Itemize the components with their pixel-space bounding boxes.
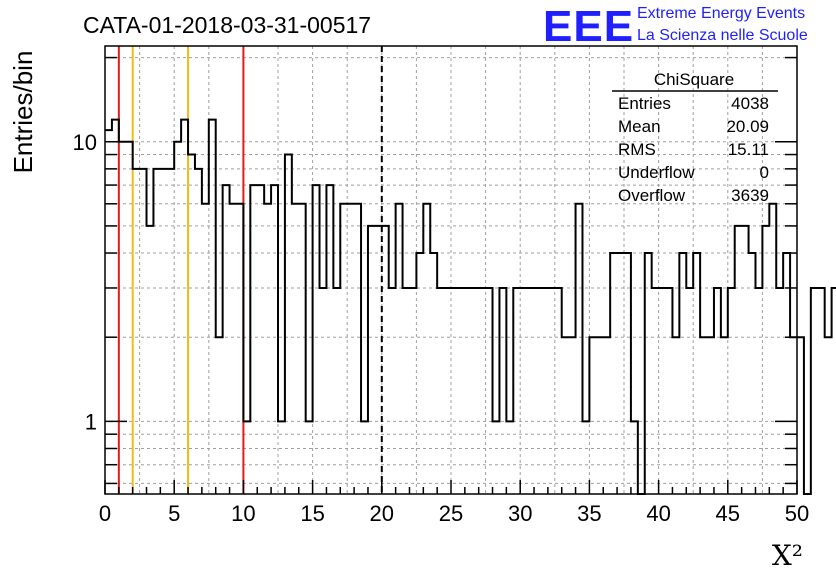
stats-row-label: Overflow — [618, 186, 686, 205]
logo-mark: EEE — [543, 2, 634, 51]
logo-line-1: Extreme Energy Events — [637, 5, 805, 22]
stats-title: ChiSquare — [654, 70, 734, 89]
x-tick-label: 0 — [99, 501, 111, 526]
stats-box: ChiSquare Entries 4038 Mean 20.09 RMS 15.11 Un… — [612, 70, 778, 205]
y-axis-label: Entries/bin — [8, 51, 38, 174]
stats-row-label: Mean — [618, 117, 661, 136]
y-tick-label: 10 — [73, 130, 97, 155]
eee-logo: EEE Extreme Energy Events La Scienza nel… — [543, 2, 808, 51]
stats-row-value: 4038 — [731, 94, 769, 113]
stats-row-value: 20.09 — [726, 117, 769, 136]
axis-ticks: 0 5 10 15 20 25 30 35 40 45 50 1 10 — [73, 56, 809, 526]
x-tick-label: 5 — [168, 501, 180, 526]
stats-row-value: 3639 — [731, 186, 769, 205]
x-tick-label: 15 — [300, 501, 324, 526]
chart-title: CATA-01-2018-03-31-00517 — [83, 12, 371, 38]
x-tick-label: 50 — [785, 501, 809, 526]
x-tick-label: 30 — [508, 501, 532, 526]
x-tick-label: 25 — [439, 501, 463, 526]
logo-line-2: La Scienza nelle Scuole — [637, 27, 808, 44]
x-tick-label: 45 — [716, 501, 740, 526]
stats-row-value: 15.11 — [728, 140, 769, 159]
stats-row-label: RMS — [618, 140, 656, 159]
y-tick-label: 1 — [85, 409, 97, 434]
x-tick-label: 20 — [370, 501, 394, 526]
x-tick-label: 10 — [231, 501, 255, 526]
histogram-line — [105, 118, 836, 495]
x-tick-label: 35 — [577, 501, 601, 526]
x-tick-label: 40 — [646, 501, 670, 526]
stats-row-label: Entries — [618, 94, 671, 113]
stats-row-label: Underflow — [618, 163, 695, 182]
x-axis-label: X² — [772, 539, 803, 572]
stats-row-value: 0 — [760, 163, 769, 182]
